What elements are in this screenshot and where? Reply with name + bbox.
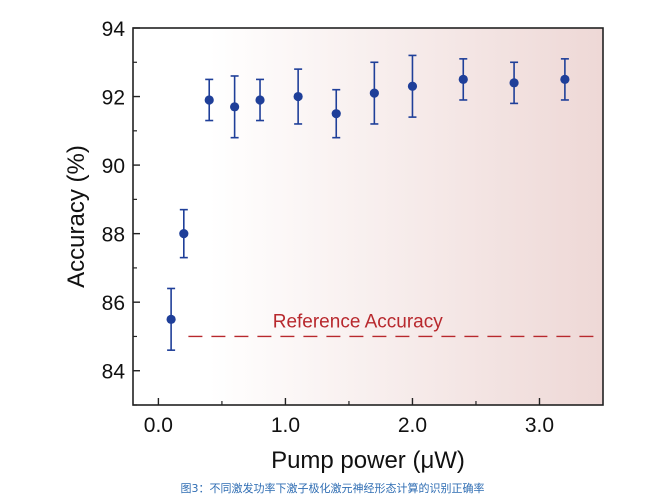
- data-point-group: [230, 75, 240, 139]
- data-point-group: [509, 61, 519, 105]
- reference-line-group: Reference Accuracy: [188, 311, 601, 338]
- x-tick-label: 1.0: [271, 414, 300, 437]
- data-point: [230, 102, 240, 112]
- data-point: [560, 74, 570, 85]
- data-point: [166, 314, 176, 324]
- data-point-group: [560, 58, 570, 101]
- reference-label: Reference Accuracy: [273, 311, 444, 332]
- data-point-group: [179, 208, 189, 259]
- data-point: [458, 74, 468, 85]
- y-tick-label: 84: [102, 361, 126, 384]
- data-point: [407, 81, 418, 91]
- y-tick-label: 90: [102, 155, 125, 178]
- x-tick-label: 2.0: [398, 414, 427, 437]
- plot-frame: [132, 27, 604, 406]
- y-axis-title: Accuracy (%): [63, 145, 90, 288]
- data-point-group: [255, 78, 265, 122]
- data-series: [166, 54, 570, 351]
- data-point-group: [331, 88, 341, 139]
- data-point-group: [293, 68, 303, 125]
- data-point: [331, 109, 341, 119]
- data-point: [509, 78, 519, 88]
- figure-caption: 图3：不同激发功率下激子极化激元神经形态计算的识别正确率: [180, 482, 485, 495]
- data-point: [179, 229, 189, 239]
- data-point-group: [369, 61, 379, 125]
- x-tick-label: 0.0: [144, 414, 173, 437]
- data-point-group: [166, 287, 176, 351]
- y-tick-label: 86: [102, 292, 125, 315]
- data-point: [293, 91, 303, 102]
- plot-background: [133, 28, 603, 405]
- axis-ticks: 0.0 1.0 2.0 3.0 84 86 88 90 92 94: [102, 18, 554, 437]
- data-point: [255, 95, 265, 105]
- data-point-group: [204, 78, 214, 122]
- y-tick-label: 92: [102, 87, 125, 110]
- data-point: [369, 88, 379, 98]
- x-tick-label: 3.0: [525, 414, 554, 437]
- data-point-group: [407, 54, 418, 118]
- data-point-group: [458, 58, 468, 101]
- y-tick-label: 88: [102, 224, 125, 247]
- y-tick-label: 94: [102, 18, 126, 41]
- x-axis-title: Pump power (μW): [271, 447, 465, 474]
- data-point: [204, 95, 214, 105]
